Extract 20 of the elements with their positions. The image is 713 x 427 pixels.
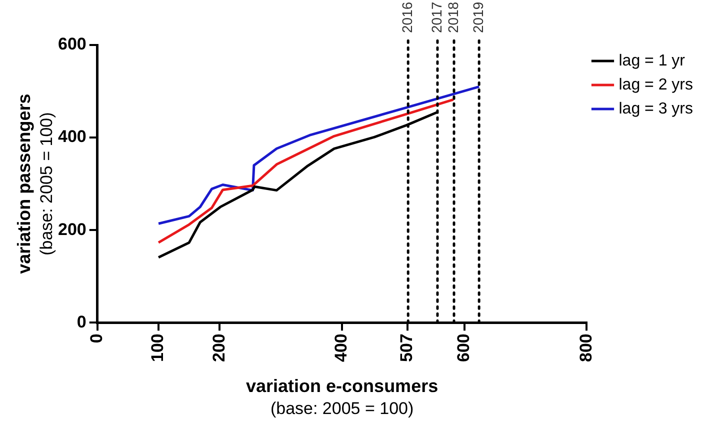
text: 2017 (428, 2, 444, 33)
x-tick-label: 200 (209, 334, 228, 362)
y-tick-label: 400 (58, 127, 86, 146)
x-tick-label: 600 (454, 334, 474, 362)
text: 2019 (470, 2, 486, 33)
y-tick-label: 600 (58, 34, 86, 54)
legend-label: lag = 1 yr (618, 52, 686, 70)
x-tick-label: 507 (397, 334, 416, 362)
text: 2016 (398, 2, 415, 33)
legend-label: lag = 3 yrs (618, 100, 694, 118)
legend-label: lag = 2 yrs (618, 76, 694, 94)
text: 2018 (444, 2, 461, 33)
x-tick-label: 100 (148, 334, 168, 362)
x-tick-label: 0 (87, 334, 106, 344)
y-tick-label: 0 (76, 312, 86, 332)
x-axis-title: variation e-consumers (base: 2005 = 100) (246, 376, 438, 418)
y-axis-title: variation passengers (base: 2005 = 100) (14, 94, 56, 274)
y-tick-label: 200 (58, 220, 86, 239)
x-tick-label: 400 (332, 334, 351, 362)
x-tick-label: 800 (576, 334, 596, 362)
